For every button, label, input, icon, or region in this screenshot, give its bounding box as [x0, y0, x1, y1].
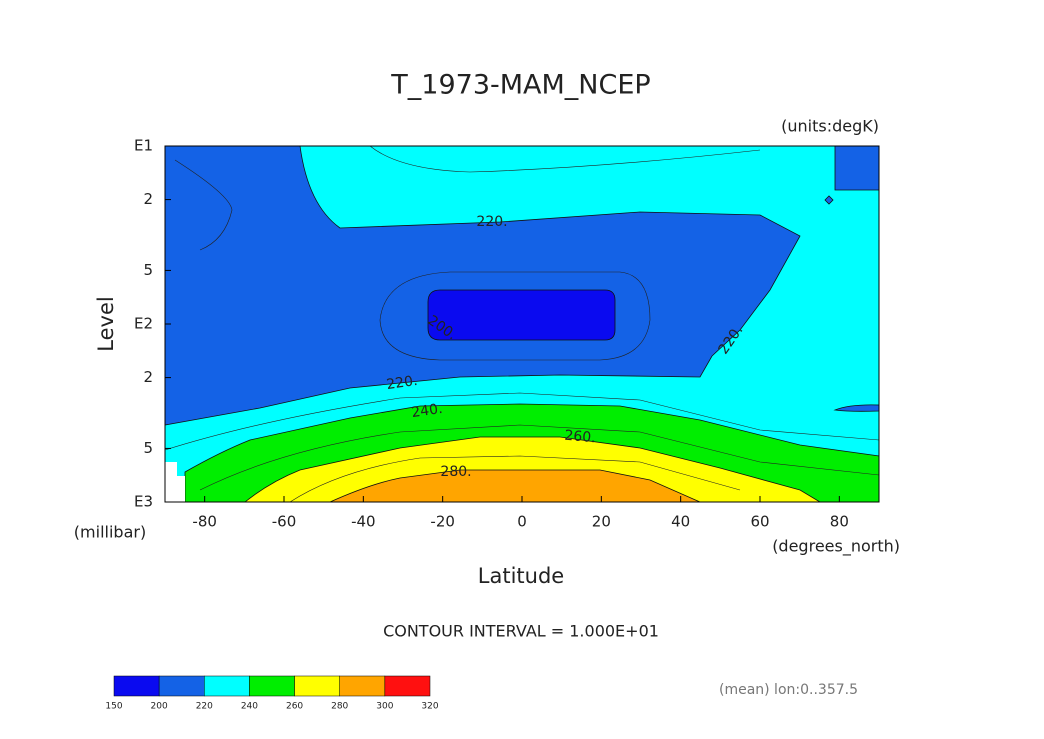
y-tick-label: 5 [143, 261, 153, 279]
units-label: (units:degK) [781, 117, 879, 136]
x-tick-label: -80 [192, 513, 217, 531]
contour-label: 280. [440, 464, 471, 480]
contour-interval: CONTOUR INTERVAL = 1.000E+01 [383, 622, 659, 641]
colorbar-label: 150 [105, 702, 122, 712]
y-units-label: (millibar) [74, 523, 146, 542]
x-tick-label: 40 [671, 513, 690, 531]
colorbar-label: 280 [331, 702, 348, 712]
contour-line [199, 424, 880, 491]
y-tick-label: E3 [134, 493, 153, 511]
contour-label: 240. [410, 401, 443, 421]
colorbar-segment [249, 675, 295, 697]
colorbar-segment [113, 675, 160, 697]
colorbar-segment [204, 675, 250, 697]
colorbar-segment [384, 675, 431, 697]
y-tick-label: E1 [134, 137, 153, 155]
y-tick-label: E2 [134, 315, 153, 333]
x-tick-label: -60 [272, 513, 297, 531]
contour-region [164, 145, 801, 426]
colorbar-label: 320 [421, 702, 438, 712]
x-tick-label: 20 [592, 513, 611, 531]
colorbar-segment [339, 675, 386, 697]
contour-label: 220. [476, 214, 507, 230]
x-tick-label: 60 [750, 513, 769, 531]
x-axis-label: Latitude [478, 564, 564, 588]
y-axis-label: Level [94, 296, 118, 351]
colorbar-segment [158, 675, 205, 697]
footnote: (mean) lon:0..357.5 [719, 682, 858, 698]
y-tick-label: 2 [143, 368, 153, 386]
contour-line [289, 455, 741, 503]
chart-title: T_1973-MAM_NCEP [390, 70, 650, 101]
y-tick-label: 2 [143, 190, 153, 208]
colorbar-label: 200 [151, 702, 168, 712]
colorbar-label: 260 [286, 702, 303, 712]
x-tick-label: 80 [830, 513, 849, 531]
contour-region [329, 469, 701, 503]
contour-line [369, 145, 761, 173]
contour-label: 260. [564, 428, 596, 447]
x-tick-label: -20 [430, 513, 455, 531]
colorbar-label: 240 [241, 702, 258, 712]
contour-label: 220. [385, 373, 418, 393]
missing-data [165, 462, 185, 502]
contour-line [164, 392, 880, 451]
colorbar-label: 300 [376, 702, 393, 712]
contour-region [427, 289, 616, 341]
contour-region [834, 145, 880, 191]
contour-region [824, 195, 834, 205]
x-tick-label: -40 [351, 513, 376, 531]
contour-line [174, 159, 233, 251]
x-tick-label: 0 [517, 513, 527, 531]
plot-area: 220.200. 220.220.240.260.280. [164, 145, 880, 503]
x-units-label: (degrees_north) [772, 537, 900, 557]
colorbar-label: 220 [196, 702, 213, 712]
y-tick-label: 5 [143, 439, 153, 457]
colorbar-segment [294, 675, 340, 697]
contour-line [379, 271, 651, 361]
